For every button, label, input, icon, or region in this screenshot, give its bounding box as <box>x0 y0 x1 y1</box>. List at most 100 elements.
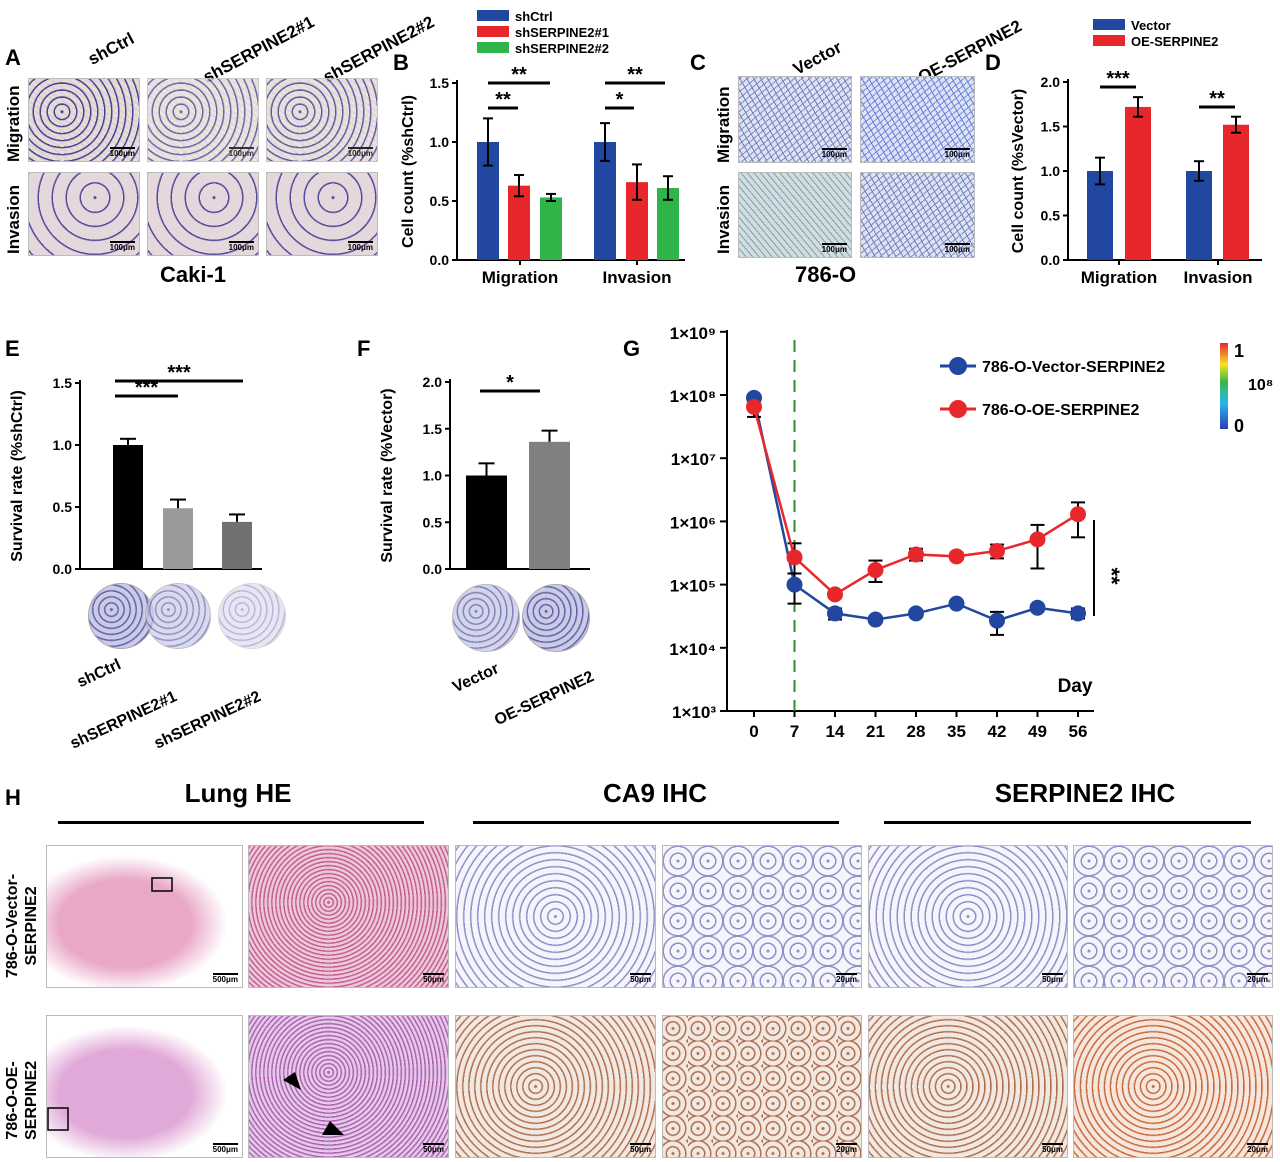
significance-mark: *** <box>167 362 191 384</box>
x-category-label: OE-SERPINE2 <box>492 668 597 729</box>
scale-bar: 20μm <box>1247 1143 1268 1154</box>
bar <box>1087 171 1113 260</box>
bar <box>594 142 616 260</box>
bar <box>1223 124 1249 260</box>
section-heading: Lung HE <box>184 778 292 808</box>
histology-image: 50μm <box>868 845 1068 988</box>
scale-bar: 100μm <box>228 147 254 158</box>
y-tick-label: 2.0 <box>423 374 443 390</box>
legend-label: 786-O-OE-SERPINE2 <box>982 402 1139 419</box>
histology-image: 50μm <box>248 845 449 988</box>
bar <box>657 188 679 260</box>
bar <box>1186 171 1212 260</box>
panel-label-b: B <box>393 50 409 75</box>
section-heading: CA9 IHC <box>602 778 707 808</box>
colony-dish <box>452 584 520 652</box>
y-tick-label: 0.0 <box>53 561 73 577</box>
x-tick-label: 35 <box>947 722 966 741</box>
bar <box>626 182 648 260</box>
data-point <box>746 389 762 406</box>
micrograph: 100μm <box>147 172 259 256</box>
scale-bar: 100μm <box>228 241 254 252</box>
panel-label-a: A <box>5 45 21 70</box>
scale-bar: 50μm <box>423 973 444 984</box>
data-point <box>1070 605 1086 622</box>
significance-mark: *** <box>1106 68 1130 90</box>
y-tick-label: 1.5 <box>1041 119 1061 135</box>
x-tick-label: Migration <box>1081 268 1158 287</box>
divider <box>884 821 1251 824</box>
col-header: Vector <box>790 37 845 79</box>
y-tick-label: 1×10³ <box>672 703 716 722</box>
bar <box>477 142 499 260</box>
data-point <box>827 605 843 622</box>
y-tick-label: 1.0 <box>1041 163 1061 179</box>
scale-bar: 50μm <box>630 973 651 984</box>
divider <box>473 821 839 824</box>
data-point <box>1070 506 1086 523</box>
data-point <box>989 612 1005 629</box>
row-label: 786-O-OE- SERPINE2 <box>3 1061 41 1140</box>
panel-label-f: F <box>357 336 371 361</box>
x-tick-label: 7 <box>790 722 799 741</box>
legend-label: Vector <box>1131 18 1171 33</box>
legend-label: shSERPINE2#1 <box>515 25 609 40</box>
y-axis-label: Survival rate (%Vector) <box>379 388 396 562</box>
scale-bar: 100μm <box>821 148 847 159</box>
section-heading: SERPINE2 IHC <box>994 778 1176 808</box>
y-tick-label: 0.5 <box>1041 208 1061 224</box>
micrograph: 100μm <box>28 172 140 256</box>
legend-label: shSERPINE2#2 <box>515 41 609 56</box>
data-point <box>948 548 965 565</box>
legend-marker <box>949 400 967 418</box>
histology-image: 20μm <box>1073 1015 1273 1158</box>
row-label: Migration <box>714 86 733 164</box>
y-tick-label: 1.0 <box>53 437 73 453</box>
data-point <box>786 549 803 566</box>
histology-image: 20μm <box>662 845 862 988</box>
legend-label: OE-SERPINE2 <box>1131 34 1218 49</box>
x-category-label: Vector <box>450 660 502 696</box>
row-label: Migration <box>4 85 23 163</box>
row-label: Invasion <box>714 185 733 254</box>
y-tick-label: 0.5 <box>430 193 450 209</box>
colony-dish <box>218 583 286 649</box>
data-point <box>948 595 965 612</box>
micrograph: 100μm <box>860 172 975 258</box>
y-axis-label: Cell count (%shCtrl) <box>400 95 417 248</box>
data-point <box>746 398 762 415</box>
col-header: shSERPINE2#2 <box>320 12 438 87</box>
legend-label: shCtrl <box>515 9 553 24</box>
colorbar <box>1220 343 1228 429</box>
scale-bar: 100μm <box>347 147 373 158</box>
colorbar-label: 1 <box>1234 341 1244 361</box>
scale-bar: 100μm <box>347 241 373 252</box>
x-tick-label: 49 <box>1028 722 1047 741</box>
panel-label-d: D <box>985 50 1001 75</box>
scale-bar: 50μm <box>423 1143 444 1154</box>
significance-mark: ** <box>1209 88 1225 110</box>
y-axis-label: Cell count (%sVector) <box>1010 89 1027 253</box>
scale-bar: 100μm <box>821 243 847 254</box>
bar <box>113 445 143 569</box>
y-tick-label: 1.0 <box>423 468 443 484</box>
panel-label-g: G <box>623 336 641 361</box>
y-tick-label: 1×10⁸ <box>670 387 716 406</box>
scale-bar: 100μm <box>109 241 135 252</box>
col-header: shCtrl <box>85 28 138 69</box>
histology-image: 20μm <box>662 1015 862 1158</box>
y-tick-label: 1.5 <box>430 75 450 91</box>
micrograph: 100μm <box>738 172 852 258</box>
x-category-label: shSERPINE2#1 <box>68 688 180 752</box>
panel-label-h: H <box>5 785 21 810</box>
x-tick-label: 14 <box>826 722 845 741</box>
micrograph: 100μm <box>266 172 378 256</box>
row-label: Invasion <box>4 185 23 254</box>
micrograph: 100μm <box>28 78 140 162</box>
scale-bar: 20μm <box>836 1143 857 1154</box>
data-point <box>867 562 884 579</box>
colorbar-label: 10⁸ <box>1248 377 1273 394</box>
bar <box>1125 106 1151 260</box>
x-tick-label: Migration <box>482 268 559 287</box>
